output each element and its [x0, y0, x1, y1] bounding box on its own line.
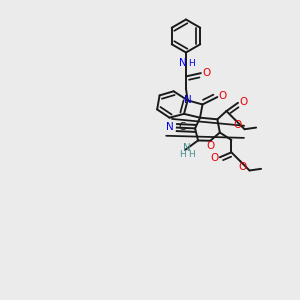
Text: O: O	[206, 141, 214, 151]
Text: O: O	[219, 92, 227, 101]
Text: C: C	[178, 122, 186, 132]
Text: O: O	[233, 120, 242, 130]
Text: O: O	[238, 161, 246, 172]
Text: O: O	[210, 153, 218, 163]
Text: N: N	[184, 95, 192, 105]
Text: N: N	[167, 122, 174, 132]
Text: H: H	[179, 150, 186, 159]
Text: O: O	[202, 68, 210, 77]
Text: H: H	[188, 150, 195, 159]
Text: O: O	[239, 97, 247, 107]
Text: N: N	[179, 58, 187, 68]
Text: N: N	[183, 143, 191, 153]
Text: H: H	[188, 59, 194, 68]
